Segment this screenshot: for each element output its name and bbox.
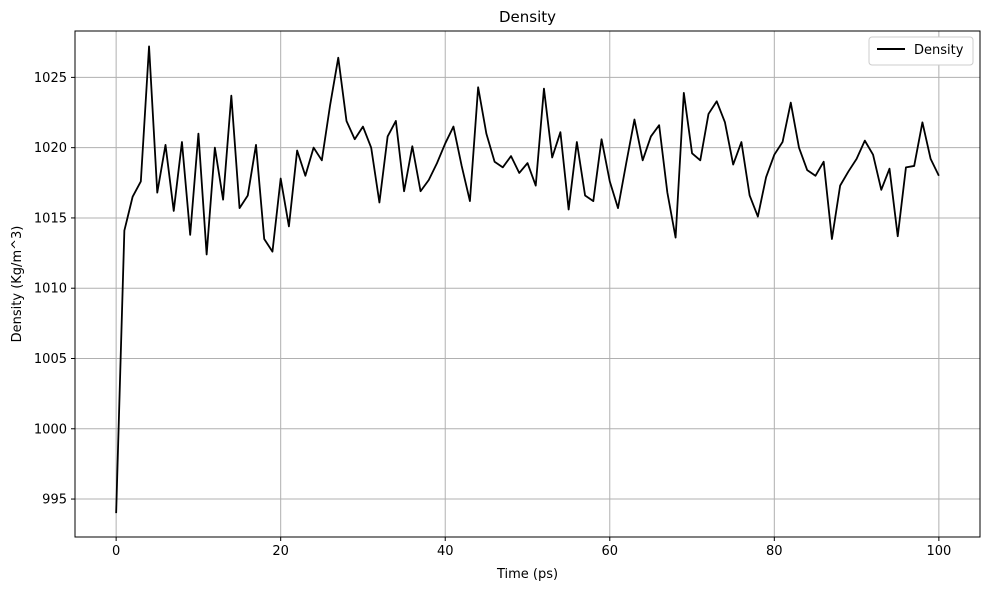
y-tick-label: 1000: [34, 422, 67, 437]
legend-label: Density: [914, 43, 964, 58]
y-tick-label: 1015: [34, 211, 67, 226]
x-tick-label: 20: [272, 544, 289, 559]
grid-lines: [75, 31, 980, 537]
x-tick-label: 80: [766, 544, 783, 559]
legend: Density: [868, 36, 974, 66]
y-axis-ticks: 995 1000 1005 1010 1015 1020 1025: [34, 71, 75, 508]
series-layer: [115, 45, 940, 514]
x-tick-label: 60: [601, 544, 618, 559]
x-tick-label: 100: [926, 544, 951, 559]
x-tick-label: 40: [437, 544, 454, 559]
x-axis-ticks: 0 20 40 60 80 100: [112, 537, 951, 559]
legend-box: [868, 36, 974, 66]
x-tick-label: 0: [112, 544, 120, 559]
y-tick-label: 1010: [34, 282, 67, 297]
x-axis-label: Time (ps): [496, 567, 558, 582]
y-tick-label: 1005: [34, 352, 67, 367]
plot-frame: [74, 30, 981, 538]
y-tick-label: 1020: [34, 141, 67, 156]
y-tick-label: 1025: [34, 71, 67, 86]
chart-title: Density: [499, 8, 556, 26]
series-line-density: [115, 45, 940, 514]
y-tick-label: 995: [42, 493, 67, 508]
y-axis-label: Density (Kg/m^3): [10, 226, 25, 343]
